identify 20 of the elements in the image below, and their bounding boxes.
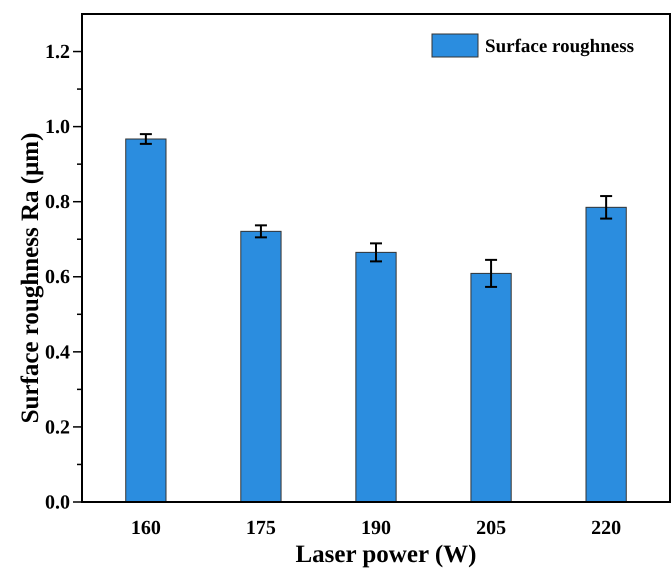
x-axis-title: Laser power (W) xyxy=(296,541,476,568)
y-axis-title: Surface roughness Ra (μm) xyxy=(17,132,44,424)
legend-label: Surface roughness xyxy=(485,36,634,57)
bar xyxy=(470,272,512,502)
x-tick-label: 175 xyxy=(246,517,276,540)
y-tick-label: 1.2 xyxy=(45,40,70,63)
y-tick-label: 0.8 xyxy=(45,191,70,214)
y-tick-label: 0.6 xyxy=(45,266,70,288)
bar xyxy=(355,252,397,502)
x-tick-label: 160 xyxy=(130,517,161,540)
x-tick-label: 220 xyxy=(591,517,622,540)
y-tick-label: 0.0 xyxy=(45,491,70,514)
y-tick-label: 0.4 xyxy=(45,341,70,364)
bar xyxy=(125,138,166,502)
y-tick-label: 1.0 xyxy=(45,116,70,138)
bar xyxy=(586,206,627,502)
x-tick-label: 205 xyxy=(476,517,506,540)
y-tick-label: 0.2 xyxy=(45,416,70,438)
x-tick-label: 190 xyxy=(361,517,391,540)
bar xyxy=(240,230,282,502)
